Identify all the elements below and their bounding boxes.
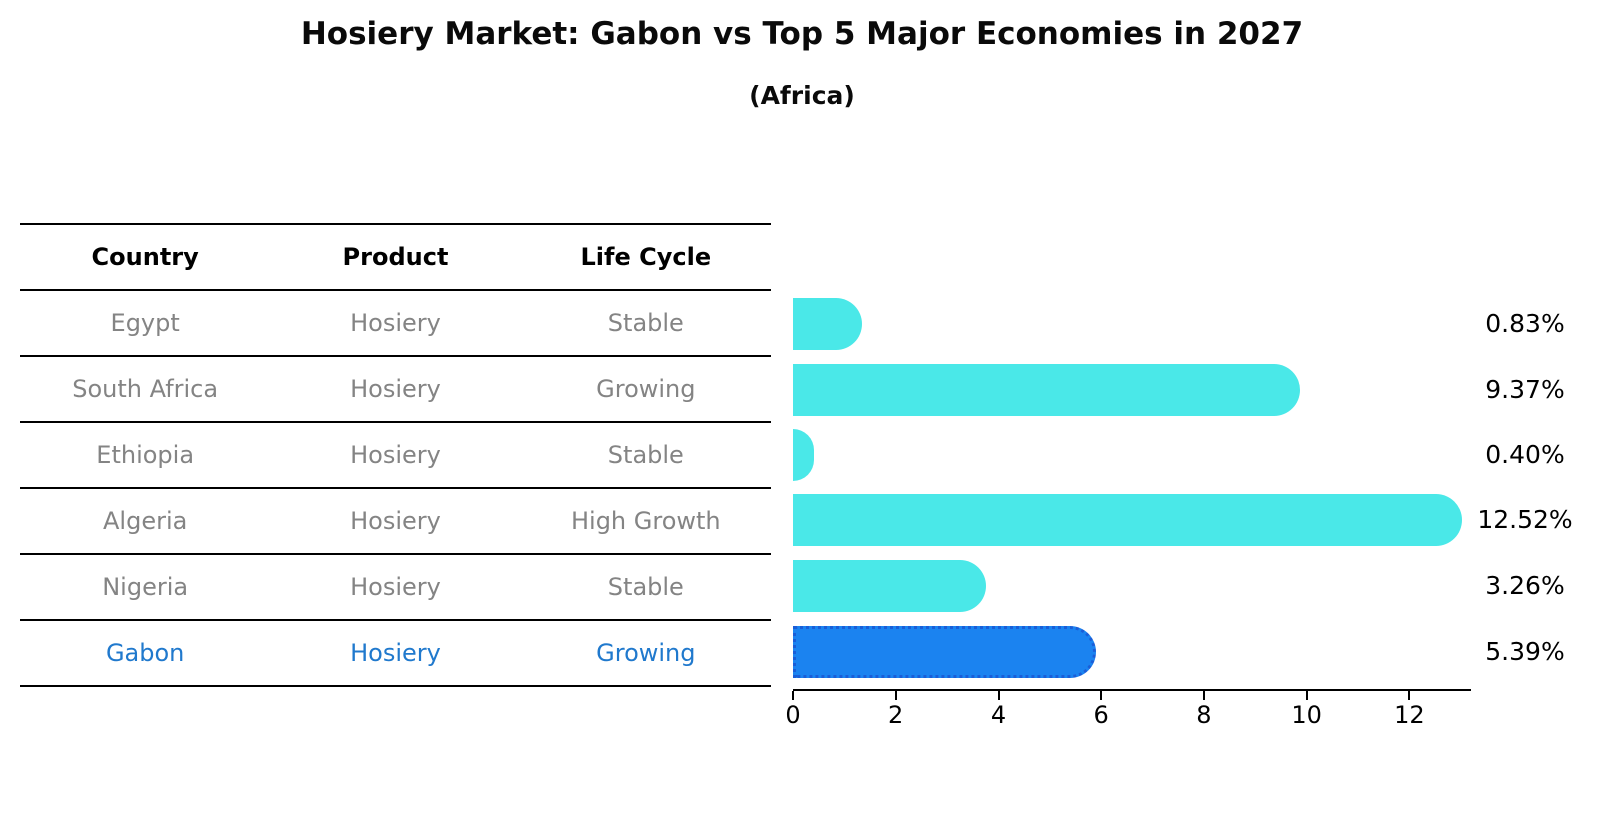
x-tick-label: 12	[1394, 701, 1425, 729]
bar-nigeria	[793, 560, 987, 612]
bar-gabon-highlighted	[793, 626, 1096, 678]
cell-country: South Africa	[72, 375, 219, 403]
x-tick-label: 0	[785, 701, 801, 729]
x-tick	[894, 691, 897, 700]
value-label: 0.40%	[1485, 440, 1565, 469]
chart-subtitle: (Africa)	[749, 81, 855, 110]
x-tick	[1202, 691, 1205, 700]
bar-egypt	[793, 298, 862, 350]
x-tick-label: 6	[1093, 701, 1109, 729]
x-tick	[792, 691, 794, 700]
cell-life-cycle: Growing	[596, 639, 696, 667]
x-tick-label: 10	[1291, 701, 1322, 729]
table-row: Ethiopia Hosiery Stable	[20, 423, 771, 489]
header-cell-product: Product	[342, 243, 449, 271]
bar-south-africa	[793, 364, 1301, 416]
cell-country: Gabon	[105, 639, 185, 667]
x-axis	[793, 689, 1471, 691]
cell-country: Egypt	[110, 309, 180, 337]
x-tick-label: 4	[990, 701, 1007, 729]
cell-country: Nigeria	[102, 573, 189, 601]
x-tick	[1408, 691, 1411, 700]
cell-product: Hosiery	[350, 375, 441, 403]
chart-title: Hosiery Market: Gabon vs Top 5 Major Eco…	[300, 16, 1304, 52]
table-row: Algeria Hosiery High Growth	[20, 489, 771, 555]
value-label: 5.39%	[1485, 637, 1565, 666]
x-tick-label: 2	[888, 701, 904, 729]
value-label: 12.52%	[1477, 505, 1573, 534]
cell-product: Hosiery	[350, 573, 441, 601]
cell-life-cycle: Growing	[596, 375, 696, 403]
cell-product: Hosiery	[350, 507, 441, 535]
x-tick	[1305, 691, 1308, 700]
table-row-highlighted: Gabon Hosiery Growing	[20, 621, 771, 687]
country-table: Country Product Life Cycle Egypt Hosiery…	[20, 223, 771, 687]
cell-country: Algeria	[103, 507, 188, 535]
x-tick-label: 8	[1196, 701, 1212, 729]
cell-life-cycle: Stable	[607, 441, 684, 469]
cell-product: Hosiery	[350, 441, 441, 469]
value-label: 3.26%	[1485, 571, 1565, 600]
table-row: South Africa Hosiery Growing	[20, 357, 771, 423]
bar-algeria	[793, 494, 1463, 546]
cell-product: Hosiery	[350, 639, 441, 667]
x-tick	[1100, 691, 1103, 700]
table-row: Egypt Hosiery Stable	[20, 291, 771, 357]
header-cell-country: Country	[91, 243, 199, 271]
cell-life-cycle: High Growth	[570, 507, 721, 535]
cell-life-cycle: Stable	[607, 309, 684, 337]
cell-life-cycle: Stable	[607, 573, 684, 601]
table-row: Nigeria Hosiery Stable	[20, 555, 771, 621]
cell-country: Ethiopia	[96, 441, 195, 469]
header-cell-life-cycle: Life Cycle	[580, 243, 712, 271]
bar-ethiopia	[793, 429, 814, 481]
value-label: 0.83%	[1485, 309, 1565, 338]
value-label: 9.37%	[1485, 375, 1565, 404]
cell-product: Hosiery	[350, 309, 441, 337]
table-header-row: Country Product Life Cycle	[20, 223, 771, 291]
x-tick	[997, 691, 1000, 700]
